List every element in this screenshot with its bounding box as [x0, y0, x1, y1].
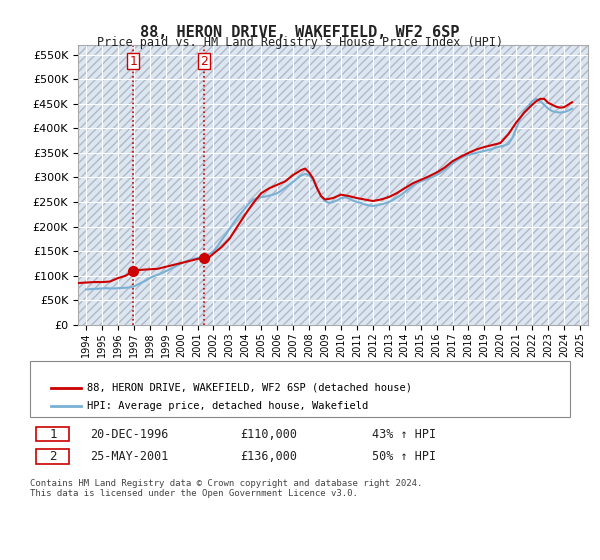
Text: £136,000: £136,000	[240, 450, 297, 463]
Text: Contains HM Land Registry data © Crown copyright and database right 2024.
This d: Contains HM Land Registry data © Crown c…	[30, 479, 422, 498]
Text: 50% ↑ HPI: 50% ↑ HPI	[372, 450, 436, 463]
Text: 1: 1	[130, 55, 137, 68]
Text: £110,000: £110,000	[240, 427, 297, 441]
Text: 88, HERON DRIVE, WAKEFIELD, WF2 6SP (detached house): 88, HERON DRIVE, WAKEFIELD, WF2 6SP (det…	[87, 382, 412, 393]
Text: Price paid vs. HM Land Registry's House Price Index (HPI): Price paid vs. HM Land Registry's House …	[97, 36, 503, 49]
Text: 1: 1	[49, 427, 56, 441]
Text: 2: 2	[49, 450, 56, 463]
Text: 20-DEC-1996: 20-DEC-1996	[90, 427, 169, 441]
Text: 2: 2	[200, 55, 208, 68]
Text: 43% ↑ HPI: 43% ↑ HPI	[372, 427, 436, 441]
Text: 88, HERON DRIVE, WAKEFIELD, WF2 6SP: 88, HERON DRIVE, WAKEFIELD, WF2 6SP	[140, 25, 460, 40]
Text: 25-MAY-2001: 25-MAY-2001	[90, 450, 169, 463]
Bar	[78, 45, 588, 325]
Text: HPI: Average price, detached house, Wakefield: HPI: Average price, detached house, Wake…	[87, 401, 368, 411]
